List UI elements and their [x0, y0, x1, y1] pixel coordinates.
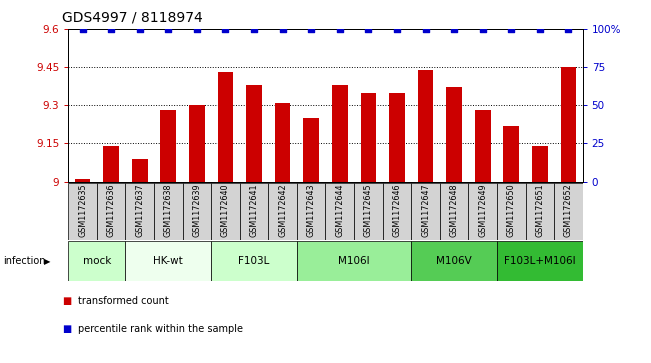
Text: GSM1172641: GSM1172641	[249, 184, 258, 237]
Bar	[411, 183, 440, 240]
Point	[534, 26, 545, 32]
Bar	[75, 179, 90, 182]
Text: infection: infection	[3, 256, 46, 266]
Bar	[161, 110, 176, 182]
Point	[392, 26, 402, 32]
Text: GSM1172648: GSM1172648	[450, 184, 458, 237]
Text: GDS4997 / 8118974: GDS4997 / 8118974	[62, 11, 202, 25]
Text: GSM1172639: GSM1172639	[193, 184, 201, 237]
Text: HK-wt: HK-wt	[154, 256, 183, 266]
Point	[506, 26, 516, 32]
Bar	[97, 183, 126, 240]
Text: ■: ■	[62, 296, 71, 306]
Text: GSM1172650: GSM1172650	[506, 184, 516, 237]
Bar	[211, 241, 297, 281]
Text: GSM1172642: GSM1172642	[278, 184, 287, 237]
Bar	[246, 85, 262, 182]
Text: percentile rank within the sample: percentile rank within the sample	[78, 323, 243, 334]
Point	[191, 26, 202, 32]
Bar	[104, 146, 119, 182]
Bar	[497, 183, 525, 240]
Point	[249, 26, 259, 32]
Bar	[68, 241, 126, 281]
Point	[220, 26, 230, 32]
Bar	[297, 183, 326, 240]
Text: GSM1172635: GSM1172635	[78, 184, 87, 237]
Text: GSM1172647: GSM1172647	[421, 184, 430, 237]
Bar	[183, 183, 211, 240]
Bar	[354, 183, 383, 240]
Text: GSM1172636: GSM1172636	[107, 184, 116, 237]
Bar	[411, 241, 497, 281]
Bar	[525, 183, 554, 240]
Point	[421, 26, 431, 32]
Bar	[361, 93, 376, 182]
Text: M106V: M106V	[436, 256, 472, 266]
Bar	[126, 183, 154, 240]
Text: GSM1172646: GSM1172646	[393, 184, 402, 237]
Text: GSM1172637: GSM1172637	[135, 184, 145, 237]
Bar	[497, 241, 583, 281]
Bar	[532, 146, 547, 182]
Bar	[326, 183, 354, 240]
Bar	[475, 110, 490, 182]
Bar	[297, 241, 411, 281]
Text: mock: mock	[83, 256, 111, 266]
Point	[363, 26, 374, 32]
Text: GSM1172651: GSM1172651	[535, 184, 544, 237]
Bar	[154, 183, 183, 240]
Bar	[561, 67, 576, 182]
Text: GSM1172649: GSM1172649	[478, 184, 487, 237]
Point	[449, 26, 459, 32]
Bar	[389, 93, 405, 182]
Bar	[275, 103, 290, 182]
Point	[163, 26, 174, 32]
Bar	[383, 183, 411, 240]
Text: ■: ■	[62, 323, 71, 334]
Point	[135, 26, 145, 32]
Point	[563, 26, 574, 32]
Bar	[132, 159, 148, 182]
Text: GSM1172652: GSM1172652	[564, 183, 573, 237]
Bar	[126, 241, 211, 281]
Bar	[268, 183, 297, 240]
Text: transformed count: transformed count	[78, 296, 169, 306]
Bar	[217, 72, 233, 182]
Text: F103L+M106I: F103L+M106I	[504, 256, 575, 266]
Point	[106, 26, 117, 32]
Bar	[211, 183, 240, 240]
Text: GSM1172644: GSM1172644	[335, 184, 344, 237]
Point	[77, 26, 88, 32]
Bar	[503, 126, 519, 182]
Bar	[332, 85, 348, 182]
Text: GSM1172643: GSM1172643	[307, 184, 316, 237]
Bar	[468, 183, 497, 240]
Point	[306, 26, 316, 32]
Bar	[240, 183, 268, 240]
Bar	[440, 183, 468, 240]
Text: GSM1172638: GSM1172638	[164, 184, 173, 237]
Point	[277, 26, 288, 32]
Text: GSM1172640: GSM1172640	[221, 184, 230, 237]
Bar	[68, 183, 97, 240]
Text: ▶: ▶	[44, 257, 51, 266]
Text: M106I: M106I	[339, 256, 370, 266]
Bar	[554, 183, 583, 240]
Point	[335, 26, 345, 32]
Bar	[303, 118, 319, 182]
Bar	[446, 87, 462, 182]
Point	[477, 26, 488, 32]
Bar	[189, 105, 205, 182]
Text: F103L: F103L	[238, 256, 270, 266]
Bar	[418, 70, 434, 182]
Text: GSM1172645: GSM1172645	[364, 184, 373, 237]
